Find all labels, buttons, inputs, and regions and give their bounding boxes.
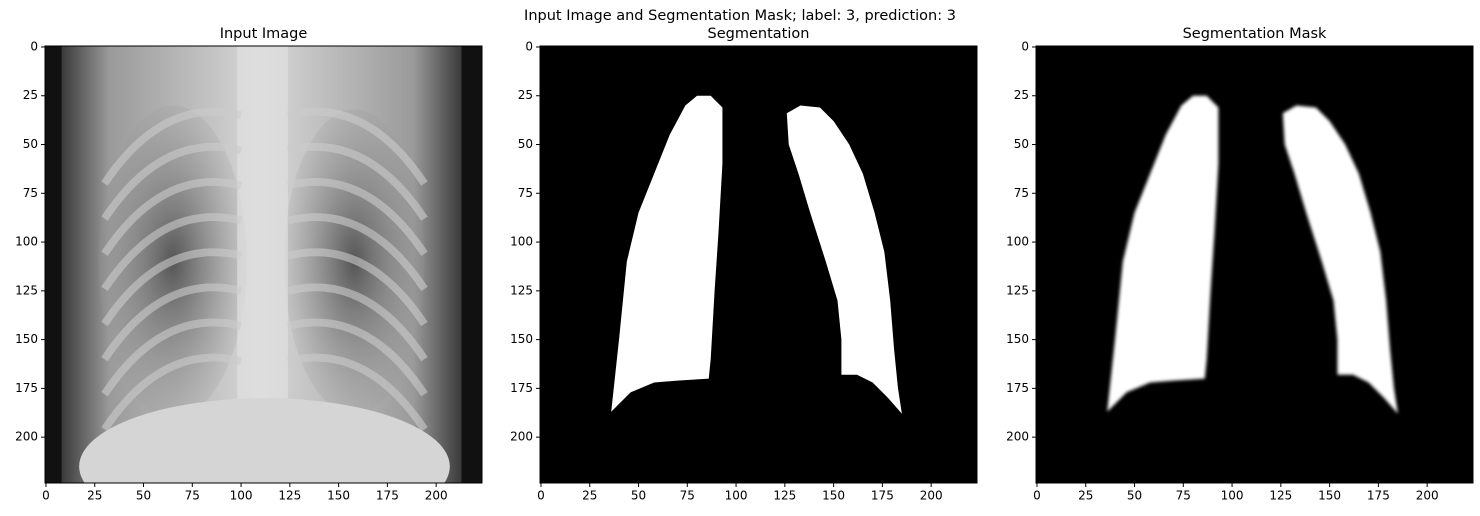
image-rib (286, 353, 428, 432)
y-tick-label: 150 (1006, 332, 1029, 346)
image-rib (286, 143, 428, 221)
x-tick-label: 100 (230, 489, 253, 503)
image-rib (101, 248, 243, 327)
y-tick-label: 175 (510, 381, 533, 395)
y-tick-label: 75 (23, 186, 38, 200)
y-tick-label: 25 (23, 88, 38, 102)
image-abdomen (79, 398, 450, 483)
x-tick-label: 25 (87, 489, 102, 503)
y-tick-label: 25 (518, 88, 533, 102)
y-tick-label: 200 (1006, 430, 1029, 444)
y-tick-label: 125 (1006, 283, 1029, 297)
axes-frame (44, 45, 483, 484)
x-tick-label: 200 (920, 489, 943, 503)
image-rib (286, 213, 428, 292)
image-rib (286, 283, 428, 362)
x-tick-label: 75 (1176, 489, 1191, 503)
image-rib (101, 283, 243, 362)
axes-title: Input Image (220, 26, 308, 42)
y-tick-label: 125 (15, 283, 38, 297)
x-tick-label: 0 (42, 489, 50, 503)
image-rib (101, 143, 243, 221)
y-tick-label: 75 (518, 186, 533, 200)
figure-title: Input Image and Segmentation Mask; label… (524, 8, 956, 24)
x-tick-label: 75 (185, 489, 200, 503)
image-rib (286, 107, 428, 186)
y-tick-label: 50 (23, 137, 38, 151)
x-tick-label: 125 (1269, 489, 1292, 503)
x-tick-label: 25 (582, 489, 597, 503)
image-bg (540, 46, 977, 483)
x-tick-label: 200 (425, 489, 448, 503)
y-tick-label: 50 (518, 137, 533, 151)
y-tick-label: 0 (1021, 39, 1029, 53)
axes-frame (539, 45, 978, 484)
x-tick-label: 175 (376, 489, 399, 503)
x-tick-label: 150 (822, 489, 845, 503)
y-tick-label: 175 (15, 381, 38, 395)
image-bg (1036, 46, 1473, 483)
image-panel (1036, 46, 1473, 483)
y-tick-label: 0 (525, 39, 533, 53)
y-tick-label: 150 (510, 332, 533, 346)
axes-title: Segmentation (708, 26, 810, 42)
image-rib (101, 178, 243, 256)
y-tick-label: 100 (15, 235, 38, 249)
y-tick-label: 0 (30, 39, 38, 53)
y-tick-label: 25 (1014, 88, 1029, 102)
axes-frame (1035, 45, 1474, 484)
image-panel (45, 46, 482, 483)
x-tick-label: 150 (1318, 489, 1341, 503)
x-tick-label: 0 (537, 489, 545, 503)
x-tick-label: 25 (1078, 489, 1093, 503)
axes-title: Segmentation Mask (1183, 26, 1327, 42)
image-rib (286, 178, 428, 256)
y-tick-label: 100 (510, 235, 533, 249)
mask-region (786, 105, 902, 414)
x-tick-label: 50 (631, 489, 646, 503)
x-tick-label: 75 (680, 489, 695, 503)
x-tick-label: 200 (1416, 489, 1439, 503)
x-tick-label: 125 (278, 489, 301, 503)
x-tick-label: 175 (1367, 489, 1390, 503)
x-tick-label: 150 (327, 489, 350, 503)
x-tick-label: 100 (725, 489, 748, 503)
y-tick-label: 150 (15, 332, 38, 346)
x-tick-label: 50 (136, 489, 151, 503)
image-panel (540, 46, 977, 483)
y-tick-label: 200 (510, 430, 533, 444)
y-tick-label: 175 (1006, 381, 1029, 395)
x-tick-label: 125 (773, 489, 796, 503)
image-rib (286, 318, 428, 397)
mask-region (1107, 95, 1219, 412)
image (540, 46, 977, 483)
mask-region (611, 95, 723, 412)
x-tick-label: 100 (1221, 489, 1244, 503)
y-tick-label: 75 (1014, 186, 1029, 200)
y-tick-label: 125 (510, 283, 533, 297)
x-tick-label: 0 (1033, 489, 1041, 503)
image-rib (101, 353, 243, 432)
image-rib (101, 213, 243, 292)
mask-region (1282, 105, 1398, 414)
x-tick-label: 175 (871, 489, 894, 503)
y-tick-label: 50 (1014, 137, 1029, 151)
image (1036, 46, 1473, 483)
image-rib (286, 248, 428, 327)
x-tick-label: 50 (1127, 489, 1142, 503)
image-rib (101, 107, 243, 186)
y-tick-label: 200 (15, 430, 38, 444)
image-rib (101, 318, 243, 397)
y-tick-label: 100 (1006, 235, 1029, 249)
image (45, 46, 482, 483)
